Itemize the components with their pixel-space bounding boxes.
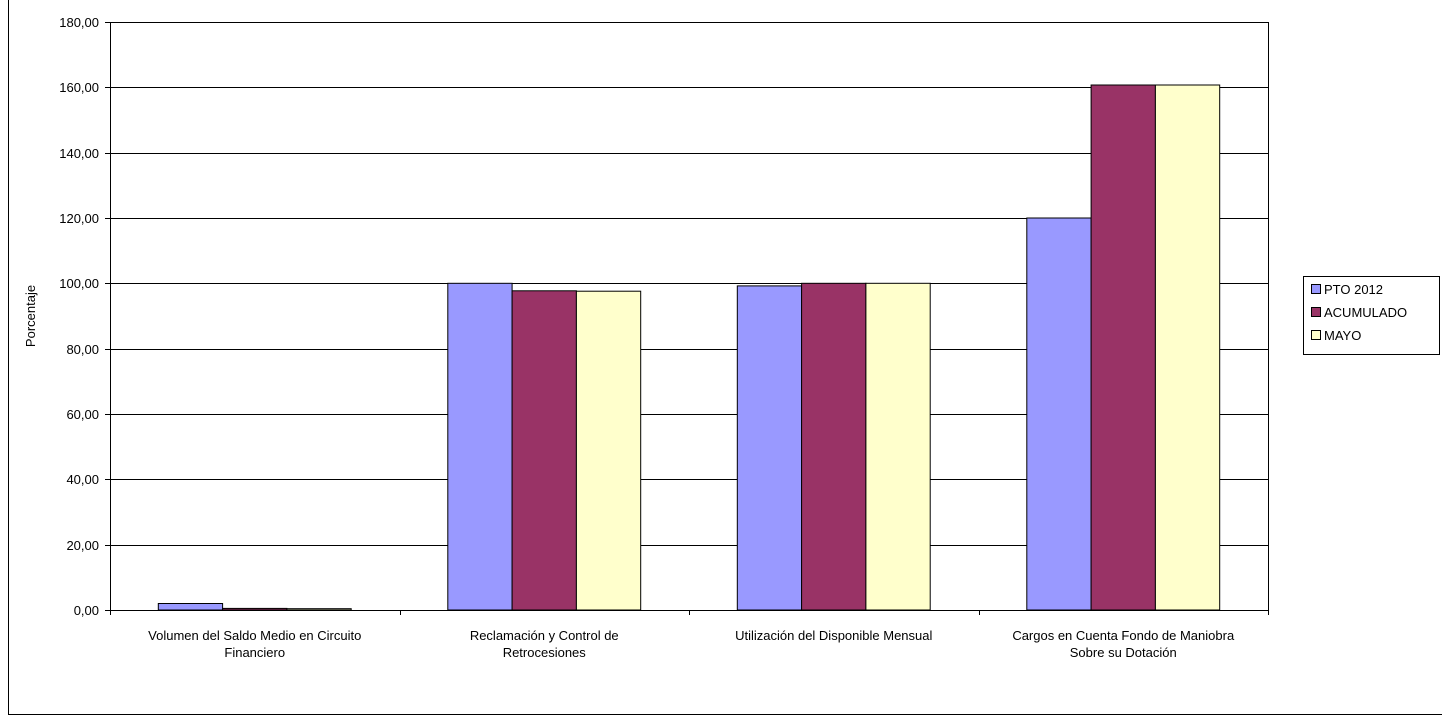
bar — [1090, 84, 1156, 611]
legend-frame — [1303, 276, 1440, 355]
legend-swatch — [1311, 307, 1321, 317]
bar — [801, 282, 867, 611]
bar — [1026, 217, 1092, 611]
y-tick-label: 180,00 — [59, 15, 99, 30]
y-tick-label: 160,00 — [59, 80, 99, 95]
bar — [286, 608, 352, 611]
y-tick-label: 80,00 — [66, 342, 99, 357]
bar — [1154, 84, 1221, 611]
x-tick-label: Utilización del Disponible Mensual — [735, 628, 932, 643]
y-tick-label: 60,00 — [66, 407, 99, 422]
x-tick-label: Cargos en Cuenta Fondo de Maniobra Sobre … — [1012, 628, 1235, 660]
legend-label: MAYO — [1324, 328, 1361, 343]
legend-label: ACUMULADO — [1324, 305, 1407, 320]
y-tick-label: 0,00 — [74, 603, 99, 618]
bar — [222, 607, 288, 611]
bar — [575, 290, 642, 611]
x-tick-label: Reclamación y Control de Retrocesiones — [470, 628, 619, 660]
y-tick-label: 40,00 — [66, 472, 99, 487]
gridlines — [110, 87, 1268, 546]
bar — [865, 282, 931, 611]
axes: 0,00 20,00 40,00 60,00 80,00 100,00 120,00 140,… — [59, 15, 1269, 660]
bar — [447, 282, 513, 611]
legend-swatch — [1311, 330, 1321, 340]
bar — [157, 603, 224, 611]
legend-swatch — [1311, 284, 1321, 294]
legend-label: PTO 2012 — [1324, 282, 1383, 297]
bars — [157, 84, 1221, 611]
y-tick-label: 140,00 — [59, 146, 99, 161]
y-axis-label: Porcentaje — [23, 285, 38, 347]
legend: PTO 2012 ACUMULADO MAYO — [1303, 276, 1440, 355]
x-tick-label: Volumen del Saldo Medio en Circuito Finan… — [148, 628, 361, 660]
y-tick-label: 120,00 — [59, 211, 99, 226]
y-tick-label: 20,00 — [66, 538, 99, 553]
y-tick-label: 100,00 — [59, 276, 99, 291]
bar — [511, 290, 577, 611]
bar — [736, 285, 803, 611]
